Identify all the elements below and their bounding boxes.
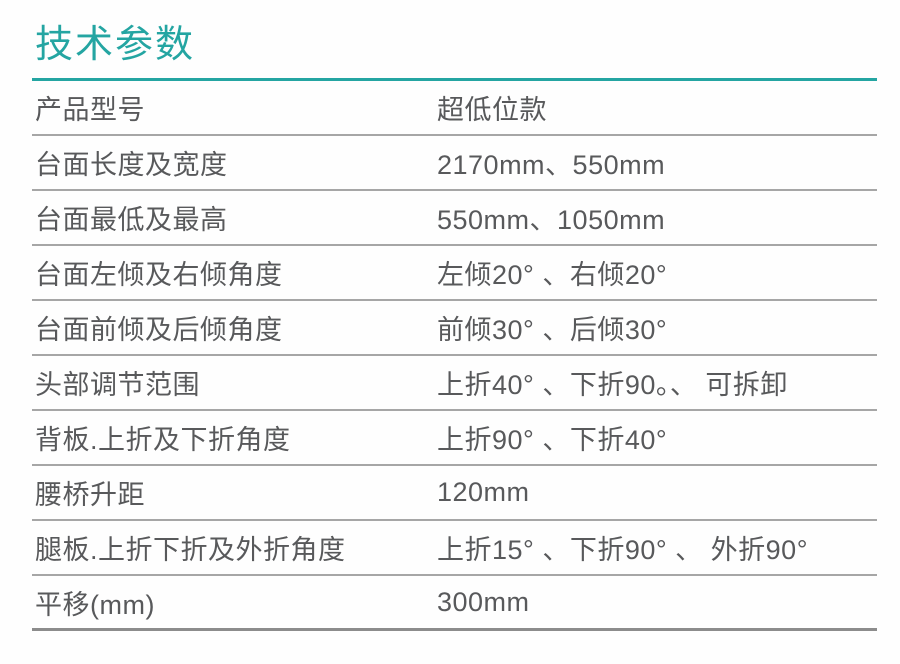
spec-label: 台面前倾及后倾角度 [35, 315, 283, 345]
spec-label: 腰桥升距 [35, 480, 145, 510]
spec-value: 前倾30° 、后倾30° [437, 315, 668, 345]
spec-label: 背板.上折及下折角度 [35, 425, 291, 455]
spec-label: 头部调节范围 [35, 370, 200, 400]
spec-label: 产品型号 [35, 95, 145, 125]
spec-value: 300mm [437, 586, 530, 617]
spec-value: 左倾20° 、右倾20° [437, 260, 668, 290]
table-row: 台面左倾及右倾角度 左倾20° 、右倾20° [32, 246, 877, 301]
table-row: 台面前倾及后倾角度 前倾30° 、后倾30° [32, 301, 877, 356]
title-divider [32, 78, 877, 81]
table-row: 腰桥升距 120mm [32, 466, 877, 521]
spec-label: 台面最低及最高 [35, 205, 228, 235]
table-row: 腿板.上折下折及外折角度 上折15° 、下折90° 、 外折90° [32, 521, 877, 576]
table-row: 台面长度及宽度 2170mm、550mm [32, 136, 877, 191]
spec-value: 上折15° 、下折90° 、 外折90° [437, 535, 808, 565]
spec-value: 550mm、1050mm [437, 205, 666, 235]
table-row: 头部调节范围 上折40° 、下折90。、 可拆卸 [32, 356, 877, 411]
spec-label: 台面左倾及右倾角度 [35, 260, 283, 290]
table-row: 背板.上折及下折角度 上折90° 、下折40° [32, 411, 877, 466]
spec-value: 上折40° 、下折90。、 可拆卸 [437, 370, 788, 400]
spec-label: 台面长度及宽度 [35, 150, 228, 180]
spec-table: 产品型号 超低位款台面长度及宽度 2170mm、550mm 台面最低及最高 550mm、… [32, 81, 877, 631]
table-row: 台面最低及最高 550mm、1050mm [32, 191, 877, 246]
spec-label: 腿板.上折下折及外折角度 [35, 535, 346, 565]
table-row: 平移(mm) 300mm [32, 576, 877, 631]
spec-value: 上折90° 、下折40° [437, 425, 668, 455]
spec-value: 超低位款 [437, 95, 547, 125]
page-title: 技术参数 [35, 24, 196, 66]
spec-label: 平移(mm) [35, 589, 155, 620]
table-row: 产品型号 超低位款 [32, 81, 877, 136]
spec-value: 120mm [437, 477, 530, 507]
spec-value: 2170mm、550mm [437, 150, 666, 180]
